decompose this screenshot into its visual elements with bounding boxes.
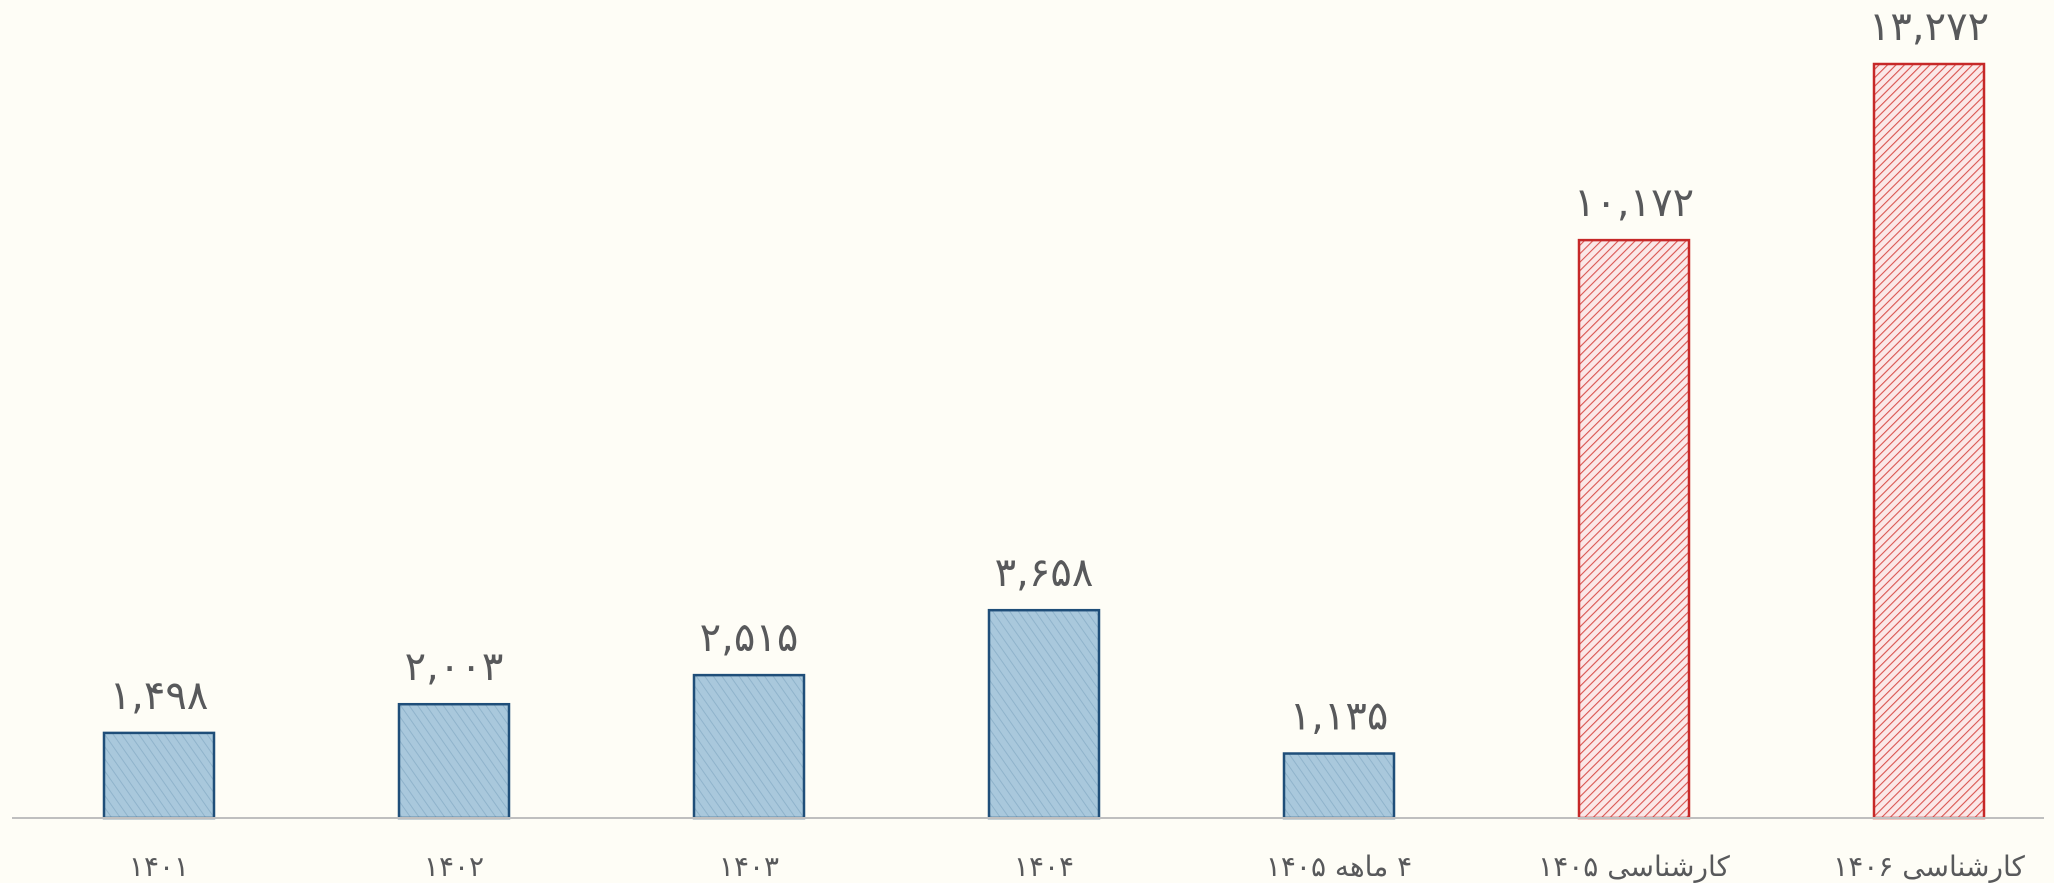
data-label: ۳,۶۵۸ [995, 550, 1094, 596]
x-tick-label: ۱۴۰۲ [424, 850, 484, 883]
x-tick-label: ۴ ماهه ۱۴۰۵ [1266, 850, 1412, 883]
labels-layer: ۱,۴۹۸ ۱۴۰۱ ۲,۰۰۳ ۱۴۰۲ ۲,۵۱۵ ۱۴۰۳ ۳,۶۵۸ ۱۴۰۴ ۱,۱۳… [110, 4, 2026, 883]
bar-actual-1 [397, 702, 511, 820]
bar-estimate-5 [1577, 238, 1691, 820]
x-tick-label: کارشناسی ۱۴۰۶ [1833, 850, 2025, 883]
data-label: ۱,۴۹۸ [110, 673, 209, 719]
bar-actual-2 [692, 673, 806, 820]
bar-estimate-6 [1872, 62, 1986, 820]
data-label: ۱۳,۲۷۲ [1869, 4, 1989, 50]
bars-layer [102, 62, 1986, 820]
x-tick-label: کارشناسی ۱۴۰۵ [1538, 850, 1730, 883]
data-label: ۱۰,۱۷۲ [1574, 180, 1694, 226]
bar-actual-3 [987, 608, 1101, 820]
bar-actual-4 [1282, 752, 1396, 820]
bar-actual-0 [102, 731, 216, 820]
data-label: ۱,۱۳۵ [1290, 694, 1389, 740]
x-tick-label: ۱۴۰۴ [1014, 850, 1074, 883]
data-label: ۲,۵۱۵ [700, 615, 799, 661]
x-tick-label: ۱۴۰۳ [719, 850, 779, 883]
x-tick-label: ۱۴۰۱ [129, 850, 189, 883]
data-label: ۲,۰۰۳ [405, 644, 504, 690]
